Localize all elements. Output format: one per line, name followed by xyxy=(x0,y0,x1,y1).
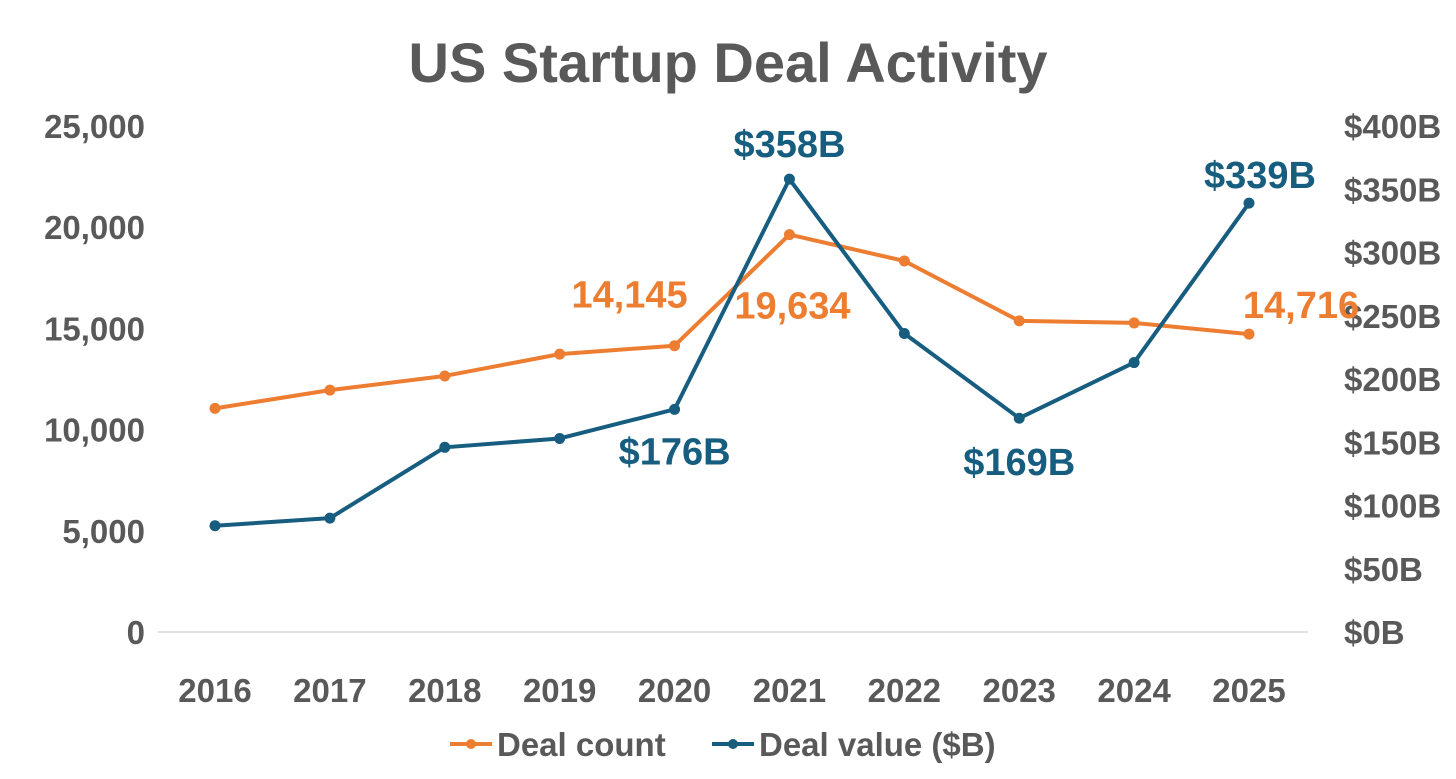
right-y-tick-label: $250B xyxy=(1344,298,1441,335)
data-point-deal-value-b xyxy=(439,441,451,453)
right-y-tick-label: $0B xyxy=(1344,614,1405,651)
legend-dot-deal-value xyxy=(728,739,738,749)
right-y-tick-label: $50B xyxy=(1344,551,1423,588)
data-point-deal-value-b xyxy=(1243,197,1255,209)
legend: Deal count Deal value ($B) xyxy=(450,726,996,763)
data-label-deal-value-b: $358B xyxy=(733,124,845,166)
right-y-tick-label: $100B xyxy=(1344,488,1441,525)
x-tick-label: 2019 xyxy=(523,672,596,709)
data-label-deal-value-b: $169B xyxy=(963,442,1075,484)
right-y-tick-label: $350B xyxy=(1344,171,1441,208)
data-point-deal-count xyxy=(669,340,681,352)
x-tick-label: 2024 xyxy=(1097,672,1171,709)
data-point-deal-value-b xyxy=(1013,412,1025,424)
x-tick-label: 2025 xyxy=(1212,672,1285,709)
legend-label-deal-value: Deal value ($B) xyxy=(759,726,996,763)
x-tick-label: 2020 xyxy=(638,672,711,709)
x-tick-label: 2023 xyxy=(983,672,1056,709)
right-y-tick-label: $200B xyxy=(1344,361,1441,398)
data-point-deal-count xyxy=(439,370,451,382)
x-tick-label: 2022 xyxy=(868,672,941,709)
legend-dot-deal-count xyxy=(466,739,476,749)
x-tick-label: 2018 xyxy=(408,672,481,709)
data-point-deal-count xyxy=(898,255,910,267)
legend-label-deal-count: Deal count xyxy=(497,726,666,763)
data-point-deal-value-b xyxy=(1128,357,1140,369)
data-label-deal-count: 14,145 xyxy=(571,275,687,317)
x-tick-label: 2021 xyxy=(753,672,826,709)
left-y-tick-label: 10,000 xyxy=(44,412,145,449)
data-point-deal-value-b xyxy=(324,512,336,524)
left-y-tick-label: 20,000 xyxy=(44,209,145,246)
series-line-deal-value-b xyxy=(214,177,1251,528)
chart-title: US Startup Deal Activity xyxy=(409,31,1048,94)
data-point-deal-value-b xyxy=(554,432,566,444)
right-y-tick-label: $300B xyxy=(1344,235,1441,272)
x-tick-label: 2016 xyxy=(178,672,251,709)
right-y-tick-label: $150B xyxy=(1344,424,1441,461)
data-point-deal-value-b xyxy=(669,403,681,415)
left-y-tick-label: 0 xyxy=(127,614,145,651)
data-point-deal-value-b xyxy=(898,327,910,339)
data-label-deal-value-b: $176B xyxy=(619,431,731,473)
data-point-deal-value-b xyxy=(783,173,795,185)
data-point-deal-count xyxy=(783,229,795,241)
right-y-tick-label: $400B xyxy=(1344,108,1441,145)
left-y-tick-label: 25,000 xyxy=(44,108,145,145)
data-point-deal-count xyxy=(1013,315,1025,327)
data-label-deal-count: 19,634 xyxy=(734,286,850,328)
data-point-deal-count xyxy=(1243,328,1255,340)
data-label-deal-count: 14,716 xyxy=(1243,285,1359,327)
data-point-deal-count xyxy=(1128,317,1140,329)
data-point-deal-count xyxy=(209,402,221,414)
left-y-tick-label: 15,000 xyxy=(44,310,145,347)
data-point-deal-value-b xyxy=(209,520,221,532)
data-point-deal-count xyxy=(324,384,336,396)
data-label-deal-value-b: $339B xyxy=(1204,155,1316,197)
data-point-deal-count xyxy=(554,348,566,360)
x-tick-label: 2017 xyxy=(293,672,366,709)
left-y-tick-label: 5,000 xyxy=(62,513,145,550)
